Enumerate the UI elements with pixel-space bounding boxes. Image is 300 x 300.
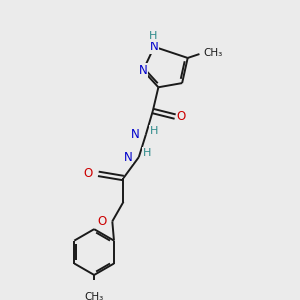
Text: H: H (150, 126, 158, 136)
Text: O: O (177, 110, 186, 123)
Text: CH₃: CH₃ (203, 48, 222, 58)
Text: H: H (148, 31, 157, 41)
Text: O: O (97, 215, 106, 228)
Text: O: O (83, 167, 92, 180)
Text: N: N (150, 40, 159, 53)
Text: H: H (143, 148, 152, 158)
Text: CH₃: CH₃ (85, 292, 104, 300)
Text: N: N (139, 64, 147, 77)
Text: N: N (131, 128, 140, 141)
Text: N: N (124, 151, 133, 164)
